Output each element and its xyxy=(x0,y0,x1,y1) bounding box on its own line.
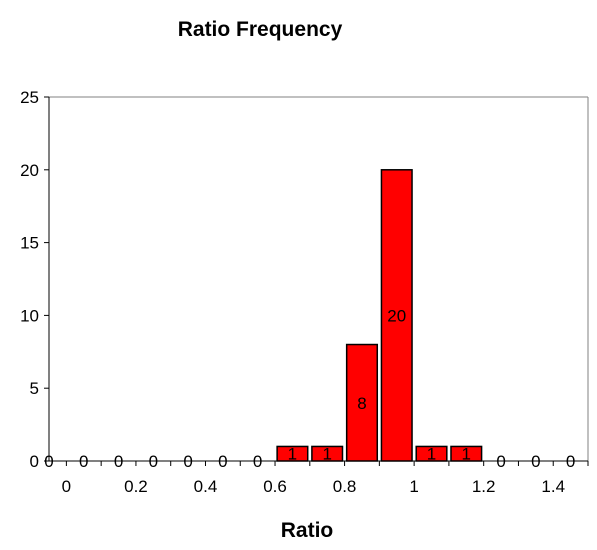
y-tick-label: 15 xyxy=(20,234,39,253)
x-tick-label: 1 xyxy=(409,477,418,496)
bar-data-label: 0 xyxy=(114,452,123,471)
bar-data-label: 20 xyxy=(387,306,406,325)
y-tick-label: 10 xyxy=(20,306,39,325)
histogram-bar xyxy=(345,343,379,462)
bar-data-label: 0 xyxy=(566,452,575,471)
y-tick-label: 20 xyxy=(20,161,39,180)
bar-data-label: 1 xyxy=(322,445,331,464)
bar-data-label: 1 xyxy=(427,445,436,464)
bar-data-label: 0 xyxy=(218,452,227,471)
y-tick-label: 5 xyxy=(30,379,39,398)
bar-data-label: 0 xyxy=(531,452,540,471)
y-tick-label: 0 xyxy=(30,452,39,471)
bar-data-label: 0 xyxy=(149,452,158,471)
histogram-bar xyxy=(311,445,344,462)
histogram-bar xyxy=(276,445,309,462)
x-tick-label: 0.6 xyxy=(263,477,287,496)
x-tick-label: 0.4 xyxy=(194,477,218,496)
bar-data-label: 0 xyxy=(79,452,88,471)
bar-data-label: 0 xyxy=(496,452,505,471)
bar-data-label: 0 xyxy=(44,452,53,471)
chart-title: Ratio Frequency xyxy=(177,18,343,41)
x-tick-label: 1.4 xyxy=(541,477,565,496)
bar-data-label: 0 xyxy=(183,452,192,471)
x-axis-label: Ratio xyxy=(280,519,334,542)
histogram-bar xyxy=(415,445,448,462)
histogram-bar xyxy=(450,445,483,462)
x-tick-label: 0.2 xyxy=(124,477,148,496)
histogram-bar xyxy=(380,169,413,462)
bar-data-label: 1 xyxy=(462,445,471,464)
x-tick-label: 1.2 xyxy=(472,477,496,496)
bar-data-label: 0 xyxy=(253,452,262,471)
x-tick-label: 0 xyxy=(62,477,71,496)
bar-data-label: 8 xyxy=(357,394,366,413)
bar-data-label: 1 xyxy=(288,445,297,464)
y-tick-label: 25 xyxy=(20,88,39,107)
x-tick-label: 0.8 xyxy=(333,477,357,496)
